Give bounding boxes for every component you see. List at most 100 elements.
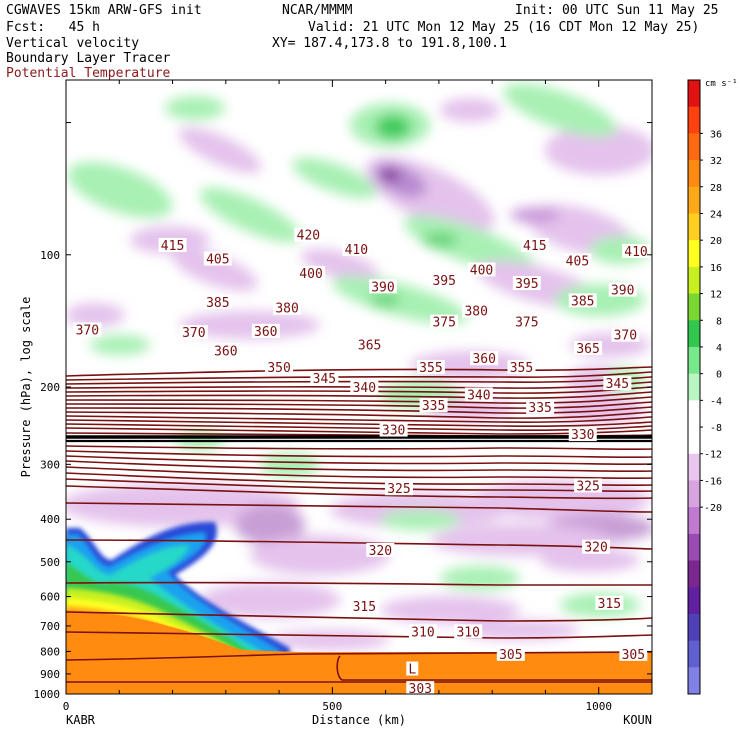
isentrope-label-bg (574, 340, 603, 355)
x-tick-label: 0 (63, 700, 70, 713)
colorbar-segment (688, 480, 700, 508)
isentrope-label-bg (507, 359, 536, 374)
isentrope-label-bg (265, 359, 294, 374)
colorbar-segment (688, 160, 700, 188)
colorbar-segment (688, 587, 700, 615)
isentrope-label-bg (454, 624, 483, 639)
colorbar-segment (688, 186, 700, 214)
isentrope-label: 390 (611, 284, 634, 299)
isentrope-label: 370 (614, 329, 637, 344)
isentrope-label: 355 (510, 361, 533, 376)
valid-time: Valid: 21 UTC Mon 12 May 25 (16 CDT Mon … (308, 20, 700, 35)
isentrope-label: 320 (584, 541, 607, 556)
isentrope-label: 375 (432, 316, 455, 331)
colorbar-unit: cm s⁻¹ (705, 79, 738, 89)
isentrope-label: 395 (432, 274, 455, 289)
isentrope-label: 360 (254, 325, 277, 340)
isentrope-label: 380 (464, 305, 487, 320)
isentrope-label: 325 (387, 482, 410, 497)
colorbar-segment (688, 213, 700, 241)
field-potential-temperature: Potential Temperature (6, 66, 171, 81)
isentrope-label-bg (595, 595, 624, 610)
isentrope-label: 330 (571, 428, 594, 443)
y-tick-label: 600 (40, 591, 60, 604)
isentrope-label-bg (416, 359, 445, 374)
colorbar-label: -4 (710, 396, 722, 407)
model-title: CGWAVES 15km ARW-GFS init (6, 3, 202, 18)
isentrope-label-bg (310, 371, 339, 386)
colorbar-segment (688, 80, 700, 108)
isentrope-label-bg (496, 646, 525, 661)
isentrope-label-bg (158, 237, 187, 252)
colorbar-label: -12 (704, 450, 722, 461)
isentrope-label-bg (430, 314, 459, 329)
isentrope-label-bg (203, 251, 232, 266)
colorbar-segment (688, 320, 700, 348)
colorbar-label: 32 (710, 156, 722, 167)
isentrope-label: 305 (622, 648, 645, 663)
colorbar-label: 4 (716, 343, 722, 354)
isentrope-label: 315 (353, 600, 376, 615)
isentrope-label: 365 (358, 338, 381, 353)
isentrope-label-bg (406, 661, 419, 676)
colorbar: 36 32 28 24 20 16 12 8 4 0 -4 -8 -12 -16 -20 (687, 79, 722, 695)
isentrope-label-bg (384, 481, 413, 496)
colorbar-segment (688, 453, 700, 481)
isentrope-label: 345 (313, 372, 336, 387)
colorbar-label: 36 (710, 129, 722, 140)
isentrope-label: 375 (515, 316, 538, 331)
isentrope-label: 420 (297, 229, 320, 244)
isentrope-label-bg (368, 279, 397, 294)
isentrope-label-bg (273, 300, 302, 315)
isentrope-label-bg (251, 323, 280, 338)
isentrope-label-bg (622, 243, 651, 258)
isentrope-label: 410 (624, 245, 647, 260)
colorbar-label: 0 (716, 370, 722, 381)
isentrope-label-bg (582, 539, 611, 554)
isentrope-label: 395 (515, 277, 538, 292)
plot-area: 415 420 410 415 410 405 400 400 405 390 395 395 390 3… (66, 83, 652, 697)
left-endpoint-label: KABR (66, 713, 96, 727)
y-tick-labels: 100 200 300 400 500 600 700 800 900 1000 (34, 249, 61, 701)
isentrope-label: 303 (409, 682, 432, 697)
y-tick-label: 1000 (34, 688, 61, 701)
isentrope-label-bg (355, 337, 384, 352)
isentrope-label: 370 (182, 326, 205, 341)
x-axis-label: Distance (km) (312, 713, 406, 727)
y-tick-label: 200 (40, 381, 60, 394)
colorbar-label: 8 (716, 316, 722, 327)
colorbar-segment (688, 346, 700, 375)
isentrope-label-bg (419, 398, 448, 413)
isentrope-label-bg (520, 237, 549, 252)
isentrope-label-bg (462, 303, 491, 318)
colorbar-label: 24 (710, 209, 722, 220)
isentrope-label: 310 (411, 625, 434, 640)
isentrope-label: L (408, 663, 416, 678)
isentrope-label-bg (526, 399, 555, 414)
isentrope-label-bg (379, 422, 408, 437)
colorbar-segment (688, 240, 700, 268)
organization: NCAR/MMMM (282, 3, 353, 18)
colorbar-segment (688, 106, 700, 134)
colorbar-frame (687, 79, 701, 695)
colorbar-label: -20 (704, 503, 722, 514)
isentrope-label: 340 (353, 381, 376, 396)
y-tick-label: 500 (40, 556, 60, 569)
isentrope-label-bg (366, 542, 395, 557)
isentrope-label: 400 (299, 267, 322, 282)
y-tick-label: 700 (40, 620, 60, 633)
isentrope-label: 390 (371, 280, 394, 295)
isentrope-label-bg (203, 294, 232, 309)
isentrope-label: 415 (161, 239, 184, 254)
colorbar-segment (688, 667, 700, 695)
colorbar-segment (688, 400, 700, 428)
isentrope-label-bg (294, 227, 323, 242)
isentrope-label: 365 (576, 342, 599, 357)
isentrope-label-bg (608, 282, 637, 297)
y-tick-label: 800 (40, 645, 60, 658)
isentrope-label: 405 (566, 254, 589, 269)
isentrope-label-bg (430, 272, 459, 287)
y-tick-label: 100 (40, 249, 60, 262)
y-tick-label: 300 (40, 458, 60, 471)
colorbar-segment (688, 613, 700, 642)
